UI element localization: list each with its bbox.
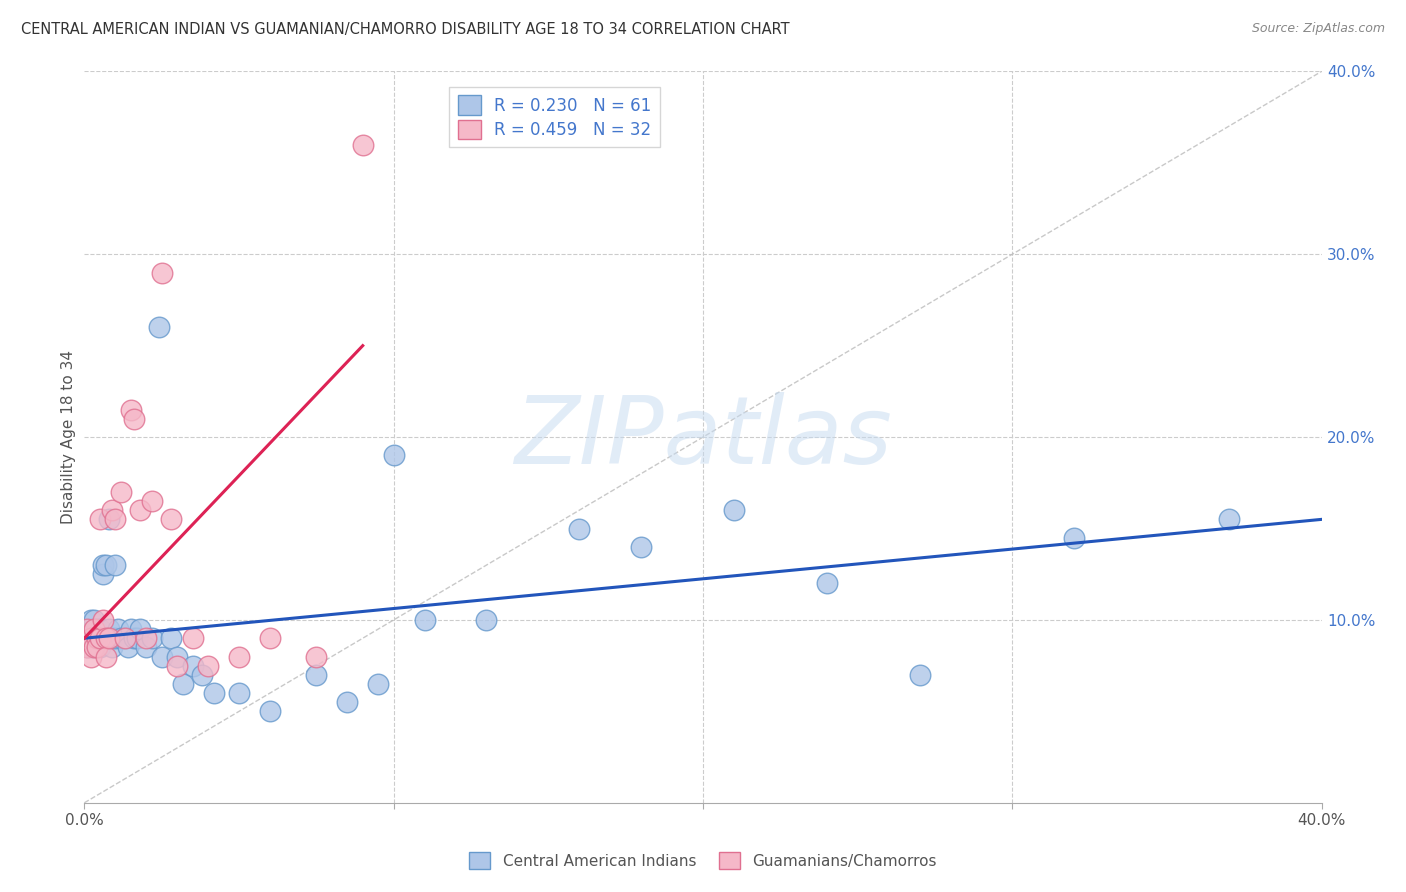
Point <box>76 622 98 636</box>
Point <box>104 632 127 646</box>
Point <box>197 658 219 673</box>
Point <box>101 503 124 517</box>
Point <box>141 632 163 646</box>
Point <box>86 640 108 655</box>
Y-axis label: Disability Age 18 to 34: Disability Age 18 to 34 <box>60 350 76 524</box>
Point <box>150 649 173 664</box>
Point <box>76 622 98 636</box>
Point <box>104 558 127 573</box>
Point <box>89 622 111 636</box>
Point <box>83 632 105 646</box>
Point <box>94 632 117 646</box>
Point <box>148 320 170 334</box>
Point <box>79 622 101 636</box>
Point <box>98 622 121 636</box>
Point <box>723 503 745 517</box>
Point <box>259 705 281 719</box>
Point <box>79 640 101 655</box>
Point <box>382 449 405 463</box>
Point <box>76 640 98 655</box>
Point <box>129 503 152 517</box>
Point <box>83 640 105 655</box>
Point <box>228 686 250 700</box>
Point <box>79 649 101 664</box>
Point <box>83 640 105 655</box>
Point <box>160 512 183 526</box>
Point <box>83 613 105 627</box>
Text: Source: ZipAtlas.com: Source: ZipAtlas.com <box>1251 22 1385 36</box>
Point <box>76 632 98 646</box>
Point <box>305 667 328 681</box>
Point <box>83 622 105 636</box>
Point <box>89 632 111 646</box>
Point <box>166 649 188 664</box>
Point <box>91 632 114 646</box>
Point <box>120 402 142 417</box>
Point <box>135 632 157 646</box>
Point <box>91 613 114 627</box>
Point <box>413 613 436 627</box>
Point <box>89 632 111 646</box>
Point <box>815 576 838 591</box>
Point <box>166 658 188 673</box>
Point <box>86 632 108 646</box>
Point <box>120 622 142 636</box>
Point <box>228 649 250 664</box>
Point <box>160 632 183 646</box>
Point <box>79 632 101 646</box>
Text: CENTRAL AMERICAN INDIAN VS GUAMANIAN/CHAMORRO DISABILITY AGE 18 TO 34 CORRELATIO: CENTRAL AMERICAN INDIAN VS GUAMANIAN/CHA… <box>21 22 790 37</box>
Point <box>86 632 108 646</box>
Point <box>259 632 281 646</box>
Point <box>305 649 328 664</box>
Text: ZIPatlas: ZIPatlas <box>515 392 891 483</box>
Point <box>114 632 136 646</box>
Point <box>94 632 117 646</box>
Point <box>336 695 359 709</box>
Point <box>83 622 105 636</box>
Legend: R = 0.230   N = 61, R = 0.459   N = 32: R = 0.230 N = 61, R = 0.459 N = 32 <box>450 87 659 147</box>
Point <box>94 649 117 664</box>
Point <box>98 512 121 526</box>
Point <box>101 640 124 655</box>
Point <box>122 632 145 646</box>
Point <box>89 640 111 655</box>
Point <box>91 558 114 573</box>
Point <box>79 632 101 646</box>
Point <box>86 622 108 636</box>
Point <box>110 632 132 646</box>
Point <box>125 632 148 646</box>
Point <box>191 667 214 681</box>
Point <box>91 567 114 582</box>
Point <box>104 512 127 526</box>
Point <box>129 622 152 636</box>
Point <box>135 640 157 655</box>
Point <box>98 632 121 646</box>
Point <box>1218 512 1240 526</box>
Point <box>117 640 139 655</box>
Point <box>94 558 117 573</box>
Point <box>181 658 204 673</box>
Point <box>352 137 374 152</box>
Point <box>202 686 225 700</box>
Point <box>141 494 163 508</box>
Point <box>367 677 389 691</box>
Point <box>1063 531 1085 545</box>
Point <box>110 485 132 500</box>
Point <box>86 640 108 655</box>
Point <box>101 632 124 646</box>
Point <box>568 521 591 535</box>
Point <box>114 632 136 646</box>
Legend: Central American Indians, Guamanians/Chamorros: Central American Indians, Guamanians/Cha… <box>463 846 943 875</box>
Point <box>76 640 98 655</box>
Point <box>107 622 129 636</box>
Point <box>79 613 101 627</box>
Point <box>181 632 204 646</box>
Point <box>908 667 931 681</box>
Point <box>89 512 111 526</box>
Point <box>150 266 173 280</box>
Point <box>172 677 194 691</box>
Point <box>122 412 145 426</box>
Point <box>475 613 498 627</box>
Point <box>630 540 652 554</box>
